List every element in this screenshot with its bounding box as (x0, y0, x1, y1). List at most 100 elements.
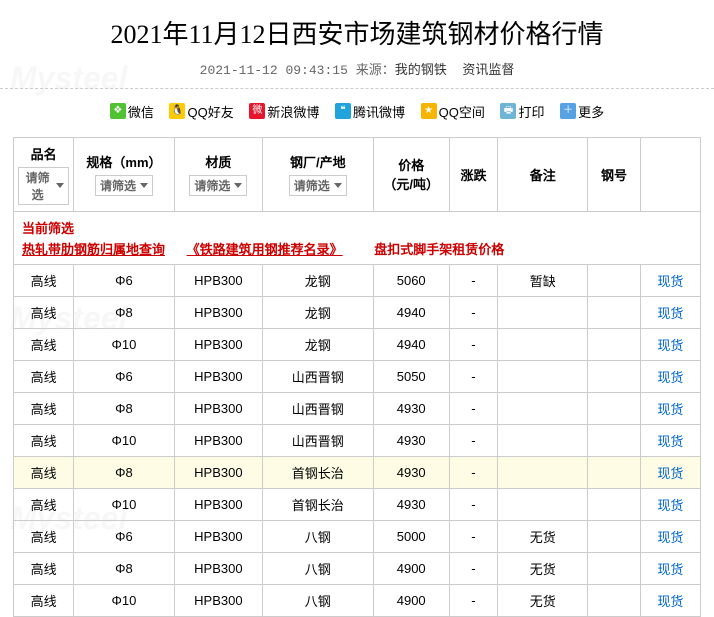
cell-steel_no (588, 360, 640, 392)
cell-stock: 现货 (640, 584, 700, 616)
stock-link[interactable]: 现货 (657, 402, 683, 417)
cell-remark (498, 488, 588, 520)
chevron-down-icon (234, 183, 242, 188)
cell-stock: 现货 (640, 552, 700, 584)
stock-link[interactable]: 现货 (657, 434, 683, 449)
table-row: 高线Φ10HPB300首钢长治4930-现货 (14, 488, 701, 520)
current-filter-label: 当前筛选 (22, 221, 74, 236)
stock-link[interactable]: 现货 (657, 530, 683, 545)
link-railway-list[interactable]: 《铁路建筑用钢推荐名录》 (187, 242, 343, 257)
cell-steel_no (588, 392, 640, 424)
cell-origin: 山西晋钢 (263, 360, 373, 392)
cell-material: HPB300 (174, 584, 262, 616)
table-row: 高线Φ6HPB300山西晋钢5050-现货 (14, 360, 701, 392)
filter-spec-button[interactable]: 请筛选 (95, 175, 153, 196)
stock-link[interactable]: 现货 (657, 498, 683, 513)
cell-price: 4900 (373, 584, 449, 616)
cell-material: HPB300 (174, 392, 262, 424)
cell-remark: 无货 (498, 584, 588, 616)
supervision-link[interactable]: 资讯监督 (462, 63, 514, 78)
table-row: 高线Φ10HPB300山西晋钢4930-现货 (14, 424, 701, 456)
stock-link[interactable]: 现货 (657, 466, 683, 481)
cell-name: 高线 (14, 488, 74, 520)
cell-steel_no (588, 328, 640, 360)
cell-spec: Φ10 (74, 488, 174, 520)
cell-spec: Φ8 (74, 456, 174, 488)
table-row: 高线Φ6HPB300龙钢5060-暂缺现货 (14, 264, 701, 296)
cell-price: 4930 (373, 456, 449, 488)
cell-material: HPB300 (174, 552, 262, 584)
cell-origin: 山西晋钢 (263, 392, 373, 424)
stock-link[interactable]: 现货 (657, 338, 683, 353)
page-meta: 2021-11-12 09:43:15 来源：我的钢铁 资讯监督 (0, 59, 714, 88)
cell-spec: Φ8 (74, 392, 174, 424)
share-wechat[interactable]: ❖微信 (110, 102, 154, 121)
cell-name: 高线 (14, 264, 74, 296)
th-material: 材质 请筛选 (174, 137, 262, 211)
cell-material: HPB300 (174, 520, 262, 552)
stock-link[interactable]: 现货 (657, 594, 683, 609)
cell-origin: 龙钢 (263, 328, 373, 360)
page-title: 2021年11月12日西安市场建筑钢材价格行情 (0, 0, 714, 59)
link-rebar-query[interactable]: 热轧带肋钢筋归属地查询 (22, 242, 165, 257)
share-more[interactable]: ＋更多 (560, 102, 604, 121)
cell-change: - (449, 488, 497, 520)
cell-origin: 山西晋钢 (263, 424, 373, 456)
table-row: 高线Φ8HPB300首钢长治4930-现货 (14, 456, 701, 488)
cell-remark: 无货 (498, 552, 588, 584)
cell-spec: Φ6 (74, 520, 174, 552)
cell-remark (498, 360, 588, 392)
th-spec: 规格（mm） 请筛选 (74, 137, 174, 211)
cell-remark (498, 328, 588, 360)
links-row: 当前筛选 热轧带肋钢筋归属地查询 《铁路建筑用钢推荐名录》 盘扣式脚手架租赁价格 (14, 211, 701, 264)
share-qzone[interactable]: ★QQ空间 (421, 102, 485, 121)
cell-origin: 八钢 (263, 584, 373, 616)
cell-remark (498, 296, 588, 328)
filter-material-button[interactable]: 请筛选 (189, 175, 247, 196)
cell-steel_no (588, 552, 640, 584)
share-print[interactable]: 🖶打印 (500, 102, 544, 121)
cell-steel_no (588, 424, 640, 456)
cell-change: - (449, 392, 497, 424)
share-qq[interactable]: 🐧QQ好友 (169, 102, 233, 121)
cell-stock: 现货 (640, 360, 700, 392)
filter-name-button[interactable]: 请筛选 (18, 167, 69, 205)
stock-link[interactable]: 现货 (657, 562, 683, 577)
cell-name: 高线 (14, 296, 74, 328)
table-row: 高线Φ8HPB300八钢4900-无货现货 (14, 552, 701, 584)
cell-change: - (449, 552, 497, 584)
cell-steel_no (588, 584, 640, 616)
th-name: 品名 请筛选 (14, 137, 74, 211)
cell-price: 5000 (373, 520, 449, 552)
cell-remark (498, 424, 588, 456)
share-tencent[interactable]: ❝腾讯微博 (335, 102, 405, 121)
share-weibo[interactable]: 微新浪微博 (249, 102, 319, 121)
print-icon: 🖶 (500, 103, 516, 119)
cell-change: - (449, 456, 497, 488)
source-link[interactable]: 我的钢铁 (395, 63, 447, 78)
qzone-icon: ★ (421, 103, 437, 119)
cell-steel_no (588, 456, 640, 488)
cell-origin: 龙钢 (263, 296, 373, 328)
cell-price: 4930 (373, 424, 449, 456)
cell-price: 4900 (373, 552, 449, 584)
cell-price: 4930 (373, 392, 449, 424)
tencent-icon: ❝ (335, 103, 351, 119)
cell-remark: 暂缺 (498, 264, 588, 296)
stock-link[interactable]: 现货 (657, 370, 683, 385)
header-row: 品名 请筛选 规格（mm） 请筛选 材质 请筛选 钢厂/产地 请筛选 价格 （元… (14, 137, 701, 211)
stock-link[interactable]: 现货 (657, 306, 683, 321)
cell-steel_no (588, 488, 640, 520)
cell-spec: Φ10 (74, 328, 174, 360)
filter-origin-button[interactable]: 请筛选 (289, 175, 347, 196)
th-remark: 备注 (498, 137, 588, 211)
th-price: 价格 （元/吨） (373, 137, 449, 211)
cell-stock: 现货 (640, 488, 700, 520)
cell-price: 5060 (373, 264, 449, 296)
cell-price: 5050 (373, 360, 449, 392)
table-row: 高线Φ8HPB300山西晋钢4930-现货 (14, 392, 701, 424)
cell-stock: 现货 (640, 456, 700, 488)
stock-link[interactable]: 现货 (657, 274, 683, 289)
link-scaffold-price[interactable]: 盘扣式脚手架租赁价格 (374, 242, 504, 257)
chevron-down-icon (56, 183, 64, 188)
